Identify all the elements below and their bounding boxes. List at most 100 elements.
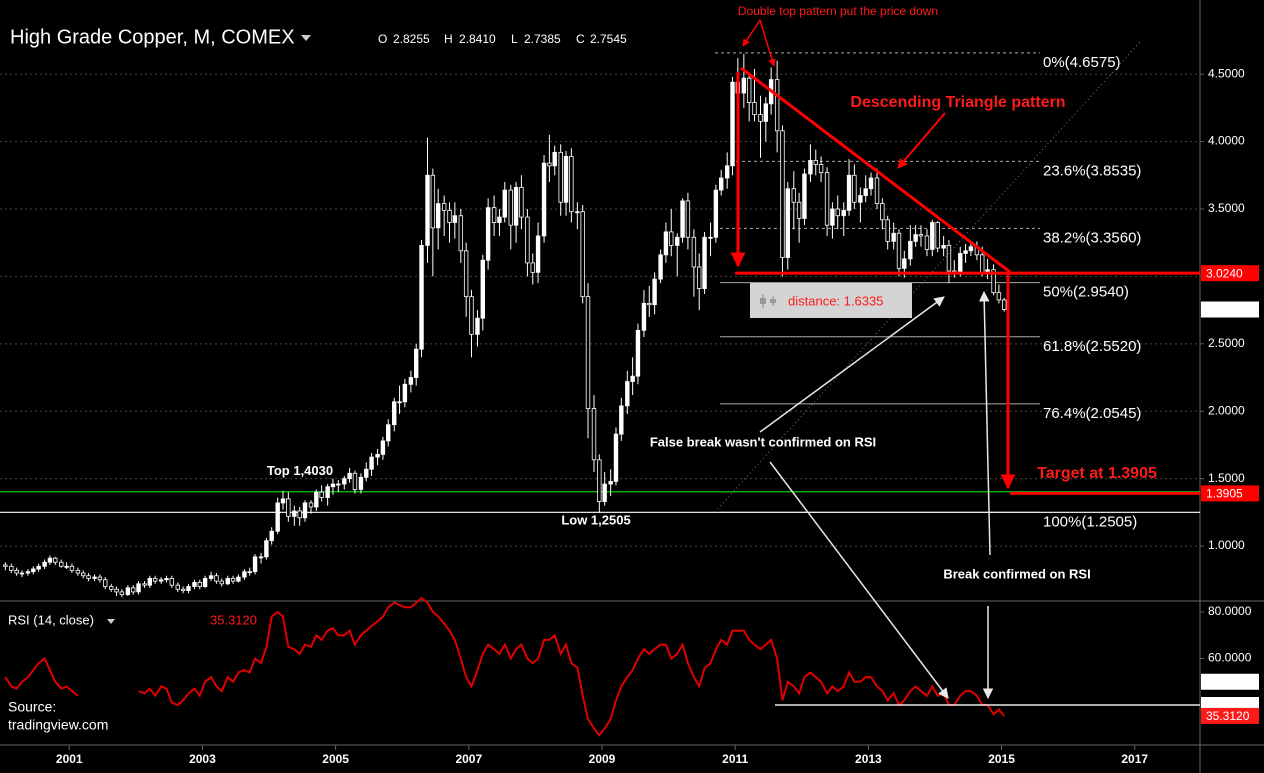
fib-label: 76.4%(2.0545) [1043, 405, 1141, 422]
fib-label: 61.8%(2.5520) [1043, 338, 1141, 355]
title-caret[interactable] [301, 35, 311, 41]
candle-body [958, 253, 963, 273]
candle-body [918, 234, 924, 237]
candle-body [885, 219, 890, 242]
candle-body [552, 151, 557, 167]
y-tick-label: 80.0000 [1208, 604, 1252, 618]
x-tick-label: 2017 [1121, 752, 1148, 766]
candle-body [114, 588, 119, 593]
candle-body [369, 456, 374, 470]
y-tick-label: 1.0000 [1208, 538, 1245, 552]
target-label: Target at 1.3905 [1037, 465, 1157, 482]
candle-body [746, 77, 752, 103]
price-box [1201, 673, 1259, 690]
candle-body [280, 498, 286, 504]
candle-body [408, 377, 414, 385]
rsi-line [138, 596, 1005, 737]
candle-body [780, 130, 785, 258]
y-tick-label: 2.5000 [1208, 336, 1245, 350]
distance-box [750, 283, 912, 318]
candle-body [86, 575, 91, 579]
candle-body [530, 262, 535, 273]
candle-body [575, 211, 580, 214]
candle-body [430, 174, 436, 229]
y-tick-label: 2.0000 [1208, 403, 1245, 417]
candle-body [963, 250, 968, 254]
rsi-current: 35.3120 [210, 612, 257, 627]
triangle-arrow [897, 112, 946, 169]
candle-body [647, 302, 652, 306]
ohlc-header: O 2.8255 H 2.8410 L 2.7385 C 2.7545 [378, 32, 627, 46]
candle-body [169, 578, 175, 586]
candle-body [236, 576, 241, 582]
y-tick-label: 3.5000 [1208, 201, 1245, 215]
candle-body [935, 222, 940, 249]
ohlc-value: 2.7545 [590, 32, 627, 46]
candle-body [658, 254, 663, 280]
candle-body [458, 215, 464, 252]
candle-body [852, 174, 857, 203]
false-break-arrow [759, 296, 945, 433]
candle-body [991, 269, 996, 293]
price-box-label: 1.3905 [1206, 487, 1243, 501]
candle-body [25, 571, 31, 574]
candle-body [824, 172, 830, 226]
rsi-caret[interactable] [107, 619, 115, 624]
candle-body [980, 254, 985, 275]
candle-body [3, 564, 8, 567]
price-box-label: 35.3120 [1206, 709, 1250, 723]
candle-body [619, 405, 624, 435]
fib-label: 50%(2.9540) [1043, 284, 1129, 301]
candle-body [641, 302, 647, 331]
fib-trend-line [714, 41, 1141, 513]
candle-body [708, 236, 713, 239]
candle-body [675, 236, 680, 246]
x-tick-label: 2003 [189, 752, 216, 766]
candle-body [342, 478, 347, 485]
chart-title: High Grade Copper, M, COMEX [10, 26, 295, 48]
candle-body [275, 502, 280, 532]
candle-body [835, 208, 840, 217]
candle-body [558, 151, 563, 203]
candle-body [109, 586, 114, 590]
fib-label: 100%(1.2505) [1043, 513, 1137, 530]
candle-body [225, 578, 230, 585]
candle-body [924, 235, 930, 250]
candle-body [497, 216, 502, 223]
candle-body [269, 530, 274, 542]
annotations: distance: 1.6335 Double top pattern put … [650, 4, 1200, 706]
candle-body [202, 578, 208, 587]
candle-body [968, 246, 974, 252]
candle-body [308, 502, 314, 508]
candle-body [435, 203, 441, 229]
triangle-label: Descending Triangle pattern [850, 94, 1065, 111]
candle-body [891, 232, 896, 242]
candle-body [946, 244, 952, 272]
candle-body [808, 160, 813, 175]
candle-body [830, 208, 835, 226]
candle-body [152, 578, 158, 582]
candle-body [635, 329, 641, 377]
distance-icon [760, 298, 766, 304]
candle-body [314, 491, 319, 508]
candle-body [519, 187, 524, 218]
candle-body [53, 557, 58, 563]
x-tick-label: 2005 [322, 752, 349, 766]
candle-body [380, 440, 386, 455]
candle-body [19, 572, 25, 575]
candle-body [741, 77, 747, 94]
candle-body [502, 189, 507, 218]
candle-body [802, 173, 807, 219]
candle-body [31, 568, 36, 573]
candle-body [330, 483, 336, 488]
candle-body [258, 556, 264, 559]
candle-body [785, 188, 790, 258]
candle-body [302, 502, 308, 519]
candle-body [336, 483, 341, 486]
candle-body [325, 486, 330, 498]
candle-body [713, 189, 719, 238]
ohlc-value: 2.7385 [524, 32, 561, 46]
